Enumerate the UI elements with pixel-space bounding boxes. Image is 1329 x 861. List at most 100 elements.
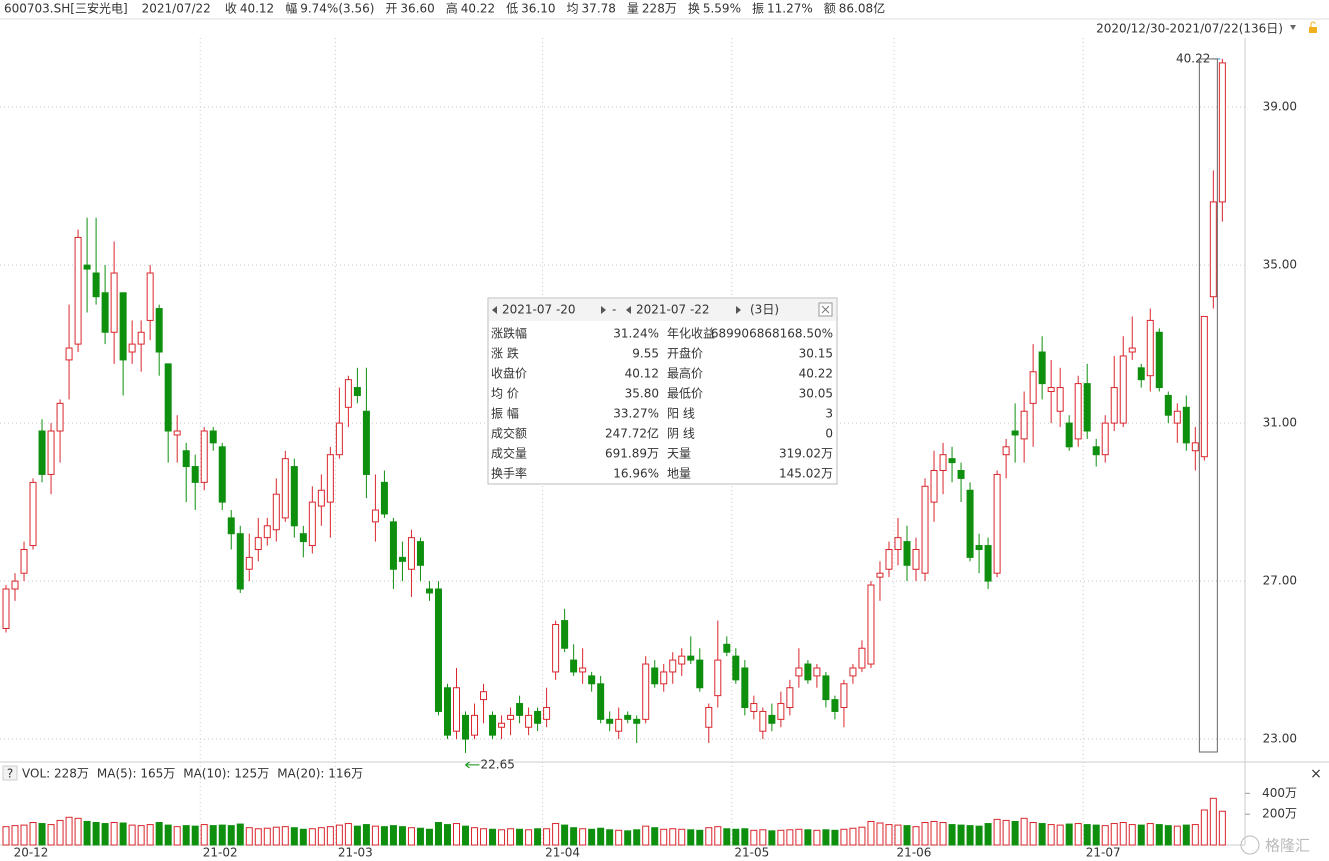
candle-body — [930, 470, 938, 503]
panel-end[interactable]: 2021-07 -22 — [636, 303, 710, 317]
candle-body — [1218, 62, 1226, 203]
volume-bar — [687, 829, 695, 846]
candle-body — [885, 549, 893, 570]
panel-label: 最低价 — [667, 387, 703, 401]
help-icon[interactable]: ? — [7, 767, 13, 781]
volume-bar — [1128, 824, 1136, 846]
volume-bar — [47, 824, 55, 846]
candle-body — [615, 718, 623, 732]
volume-bar — [38, 823, 46, 846]
watermark-logo — [1240, 835, 1260, 855]
volume-bar — [1218, 810, 1226, 846]
candle-body — [326, 454, 334, 503]
volume-bar — [948, 824, 956, 846]
candle-body — [398, 556, 406, 562]
volume-bar — [669, 828, 677, 846]
volume-bar — [795, 828, 803, 846]
header-text: 均 — [567, 2, 579, 16]
candle-body — [1182, 406, 1190, 444]
candle-body — [840, 683, 848, 708]
volume-bar — [1047, 824, 1055, 846]
candle-body — [975, 545, 983, 551]
volume-bar — [768, 830, 776, 846]
close-volume[interactable]: × — [1310, 766, 1322, 782]
candle-body — [254, 537, 262, 551]
candle-body — [1083, 383, 1091, 432]
next-end[interactable] — [736, 306, 741, 314]
panel-value: 3 — [825, 407, 833, 421]
volume-bar — [471, 827, 479, 846]
volume-bar — [993, 818, 1001, 846]
help-box[interactable] — [2, 765, 18, 781]
panel-label: 成交量 — [491, 446, 527, 461]
volume-bar — [182, 825, 190, 846]
y-tick-label: 35.00 — [1263, 258, 1297, 272]
header-text: 36.10 — [521, 2, 555, 16]
panel-value: 0 — [825, 427, 833, 441]
volume-bar — [930, 820, 938, 846]
next-start[interactable] — [601, 306, 606, 314]
candle-body — [272, 493, 280, 531]
candle-body — [516, 703, 524, 716]
volume-bar — [344, 823, 352, 846]
volume-bar — [155, 822, 163, 846]
volume-bar — [489, 828, 497, 846]
candle-body — [858, 647, 866, 669]
candle-body — [1155, 331, 1163, 389]
volume-bar — [308, 828, 316, 846]
volume-bar — [1074, 823, 1082, 846]
candle-body — [1137, 367, 1145, 381]
volume-bar — [1182, 824, 1190, 846]
prev-end[interactable] — [626, 306, 631, 314]
prev-start[interactable] — [492, 306, 497, 314]
candle-body — [227, 517, 235, 535]
candle-body — [74, 236, 82, 345]
volume-bar — [20, 824, 28, 846]
volume-bar — [173, 826, 181, 846]
candle-body — [56, 402, 64, 432]
panel-value: 689906868168.50% — [711, 327, 833, 341]
volume-bar — [507, 828, 515, 846]
candle-body — [335, 422, 343, 456]
volume-bar — [723, 828, 731, 846]
candle-body — [47, 430, 55, 475]
candle-body — [480, 691, 488, 701]
volume-bar — [642, 825, 650, 846]
volume-bar — [101, 823, 109, 846]
volume-bar — [570, 827, 578, 846]
volume-bar — [921, 822, 929, 846]
panel-label: 均 价 — [491, 387, 519, 401]
volume-bar — [777, 829, 785, 846]
x-tick-label: 21-07 — [1086, 846, 1121, 860]
volume-bar — [74, 817, 82, 846]
candle-body — [606, 718, 614, 724]
range-dropdown[interactable] — [1290, 25, 1296, 30]
volume-bar — [804, 829, 812, 846]
volume-bar — [1173, 825, 1181, 846]
candle-body — [777, 703, 785, 720]
min-label: 22.65 — [481, 757, 515, 771]
panel-value: 31.24% — [613, 327, 659, 341]
volume-bar — [516, 828, 524, 846]
y-tick-label: 23.00 — [1263, 732, 1297, 746]
candle-body — [146, 272, 154, 321]
volume-bar — [443, 824, 451, 846]
volume-bar — [534, 828, 542, 846]
panel-start[interactable]: 2021-07 -20 — [502, 303, 576, 317]
volume-bar — [813, 829, 821, 846]
volume-bar — [92, 822, 100, 846]
volume-bar — [263, 827, 271, 846]
volume-bar — [867, 820, 875, 846]
candle-body — [1092, 446, 1100, 456]
candle-body — [20, 549, 28, 574]
candle-body — [633, 718, 641, 724]
candle-body — [38, 430, 46, 475]
candle-body — [993, 473, 1001, 574]
volume-bar — [335, 824, 343, 846]
header-text: 振 — [752, 2, 764, 16]
candle-body — [290, 466, 298, 527]
volume-bar — [696, 829, 704, 846]
panel-value: 30.15 — [799, 347, 833, 361]
range-label[interactable]: 2020/12/30-2021/07/22(136日) — [1096, 22, 1283, 36]
lock-icon[interactable] — [1309, 27, 1317, 33]
